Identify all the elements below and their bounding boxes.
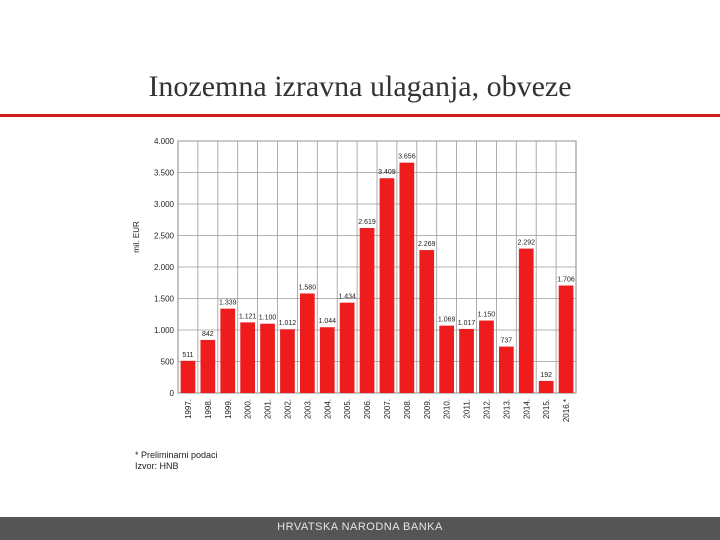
value-label: 1.434	[338, 294, 356, 301]
footer-bar: HRVATSKA NARODNA BANKA	[0, 517, 720, 540]
y-tick-label: 500	[161, 358, 175, 367]
y-tick-label: 1.000	[154, 326, 175, 335]
bar	[459, 328, 474, 393]
bars	[180, 162, 574, 393]
preliminary-note: * Preliminarni podaci	[135, 450, 218, 460]
bar	[280, 329, 295, 393]
bar	[558, 285, 574, 393]
x-tick-label: 2013.	[502, 399, 511, 419]
source-note: Izvor: HNB	[135, 461, 179, 471]
y-tick-label: 2.500	[154, 232, 175, 241]
bar	[200, 339, 216, 393]
y-tick-label: 4.000	[154, 137, 175, 146]
bar	[339, 302, 355, 393]
page-title: Inozemna izravna ulaganja, obveze	[148, 70, 572, 103]
value-label: 842	[202, 331, 214, 338]
x-axis: 1997. 1998. 1999. 2000. 2001. 2002. 2003. 2004.…	[184, 399, 571, 422]
x-tick-label: 2008.	[403, 399, 412, 419]
y-tick-label: 3.000	[154, 200, 175, 209]
value-label: 192	[540, 372, 552, 379]
x-tick-label: 2007.	[383, 399, 392, 419]
x-tick-label: 1997.	[184, 399, 193, 419]
x-tick-label: 2011.	[463, 399, 472, 418]
value-label: 1.121	[239, 313, 257, 320]
y-axis-label: mil. EUR	[132, 221, 141, 253]
bar	[399, 162, 415, 393]
x-tick-label: 1999.	[224, 399, 233, 419]
y-axis: 0 500 1.000 1.500 2.000 2.500 3.000 3.500 4.000	[154, 137, 175, 398]
value-label: 1.044	[318, 318, 336, 325]
y-tick-label: 3.500	[154, 169, 175, 178]
value-label: 1.339	[219, 300, 237, 307]
x-tick-label: 2016.*	[562, 399, 571, 422]
bar	[359, 228, 375, 393]
x-tick-label: 1998.	[204, 399, 213, 419]
value-label: 3.409	[378, 169, 396, 176]
x-tick-label: 2001.	[264, 399, 273, 419]
y-tick-label: 0	[170, 389, 175, 398]
bar	[419, 250, 435, 393]
value-label: 1.069	[438, 317, 456, 324]
value-label: 1.100	[259, 315, 277, 322]
value-label: 737	[501, 338, 513, 345]
x-tick-label: 2003.	[303, 399, 312, 419]
x-tick-label: 2002.	[283, 399, 292, 419]
y-tick-label: 1.500	[154, 295, 175, 304]
bar	[319, 327, 335, 393]
value-label: 1.706	[557, 277, 575, 284]
value-label: 1.580	[299, 284, 317, 291]
grid-lines	[177, 140, 577, 394]
value-label: 1.017	[458, 320, 476, 327]
footer-text: HRVATSKA NARODNA BANKA	[277, 521, 443, 533]
x-tick-label: 2010.	[443, 399, 452, 419]
bar	[439, 325, 455, 393]
bar	[260, 323, 275, 393]
x-tick-label: 2005.	[343, 399, 352, 419]
bar	[479, 320, 494, 393]
value-label: 1.012	[279, 320, 297, 327]
value-label: 511	[182, 352, 193, 359]
x-tick-label: 2006.	[363, 399, 372, 419]
y-tick-label: 2.000	[154, 263, 175, 272]
bar	[299, 293, 315, 393]
bar	[379, 178, 395, 393]
bar	[240, 322, 256, 393]
bar	[180, 360, 196, 393]
value-label: 1.150	[478, 312, 496, 319]
x-tick-label: 2012.	[482, 399, 491, 419]
bar	[518, 248, 534, 393]
x-tick-label: 2009.	[423, 399, 432, 419]
bar	[498, 346, 514, 393]
title-divider	[0, 114, 720, 117]
bar	[220, 308, 236, 393]
value-label: 2.269	[418, 241, 436, 248]
x-tick-label: 2000.	[244, 399, 253, 419]
bar	[538, 380, 554, 393]
value-label: 3.656	[398, 154, 416, 161]
x-tick-label: 2014.	[522, 399, 531, 419]
value-label: 2.619	[358, 219, 376, 226]
value-label: 2.292	[517, 240, 535, 247]
x-tick-label: 2004.	[323, 399, 332, 419]
x-tick-label: 2015.	[542, 399, 551, 419]
